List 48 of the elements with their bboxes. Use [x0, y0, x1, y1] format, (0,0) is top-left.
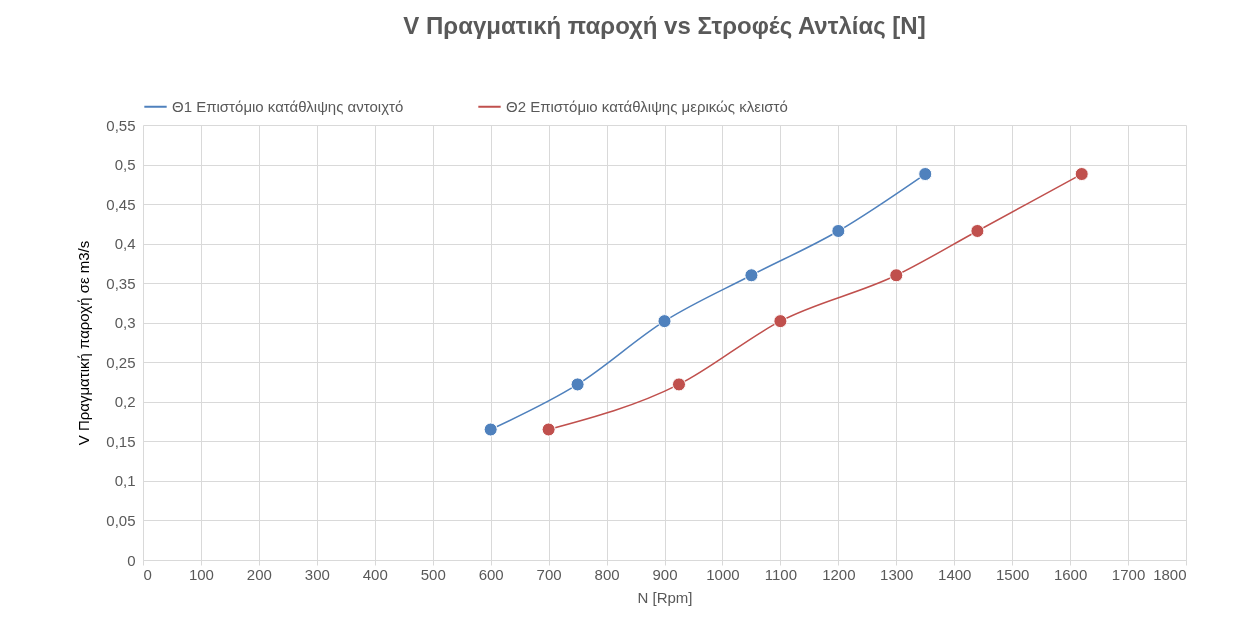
point [744, 268, 759, 283]
y-tick-label: 0,15 [106, 432, 136, 450]
point [970, 223, 985, 238]
point [918, 167, 933, 182]
legend-label: Θ1 Επιστόμιο κατάθλιψης αντοιχτό [172, 97, 404, 115]
x-tick-label: 100 [188, 565, 214, 583]
point [657, 314, 672, 329]
x-tick-label: 1700 [1111, 565, 1146, 583]
x-tick-label: 400 [362, 565, 388, 583]
x-tick-label: 1800 [1153, 565, 1187, 583]
point [483, 422, 498, 437]
y-tick-label: 0,25 [106, 353, 136, 371]
x-tick-label: 300 [304, 565, 330, 583]
point [831, 223, 846, 238]
x-tick-label: 700 [536, 565, 562, 583]
y-tick-label: 0,35 [106, 274, 136, 292]
x-tick-label: 1400 [938, 565, 972, 583]
point [541, 422, 556, 437]
y-axis-title: V Πραγματική παροχή σε m3/s [75, 240, 93, 446]
y-tick-label: 0,05 [106, 511, 136, 529]
point [889, 268, 904, 283]
x-tick-label: 600 [478, 565, 504, 583]
y-tick-label: 0,55 [106, 116, 136, 134]
y-tick-label: 0,45 [106, 195, 136, 213]
x-tick-label: 1300 [880, 565, 914, 583]
x-axis-title: N [Rpm] [637, 588, 693, 606]
x-tick-label: 200 [246, 565, 272, 583]
x-tick-label: 1600 [1053, 565, 1088, 583]
x-tick-label: 800 [594, 565, 620, 583]
legend-label: Θ2 Επιστόμιο κατάθλιψης μερικώς κλειστό [506, 97, 788, 115]
point [671, 377, 687, 392]
x-tick-label: 1200 [822, 565, 856, 583]
point [1074, 167, 1089, 182]
y-tick-label: 0,3 [114, 314, 136, 332]
x-tick-label: 1100 [764, 565, 798, 583]
y-tick-label: 0,2 [114, 393, 136, 411]
x-tick-label: 1500 [995, 565, 1030, 583]
point [773, 314, 788, 329]
point [570, 377, 585, 392]
y-tick-label: 0,5 [114, 156, 136, 174]
x-tick-label: 900 [652, 565, 678, 583]
y-tick-label: 0,1 [114, 472, 136, 490]
x-tick-label: 1000 [706, 565, 740, 583]
x-tick-label: 500 [420, 565, 446, 583]
chart-title: V Πραγματική παροχή vs Στροφές Αντλίας [N] [403, 12, 926, 39]
x-tick-label: 0 [143, 565, 152, 583]
y-tick-label: 0 [127, 551, 136, 569]
y-tick-label: 0,4 [114, 235, 136, 253]
